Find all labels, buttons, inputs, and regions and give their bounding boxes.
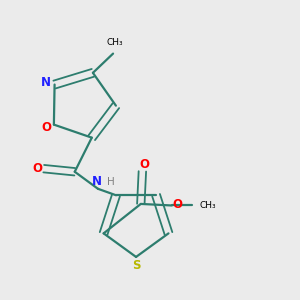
Text: CH₃: CH₃ [106, 38, 123, 47]
Text: S: S [132, 259, 141, 272]
Text: CH₃: CH₃ [200, 201, 216, 210]
Text: O: O [140, 158, 150, 171]
Text: N: N [41, 76, 51, 89]
Text: O: O [172, 198, 182, 212]
Text: N: N [92, 176, 101, 188]
Text: O: O [32, 161, 42, 175]
Text: H: H [106, 177, 114, 187]
Text: O: O [41, 121, 51, 134]
